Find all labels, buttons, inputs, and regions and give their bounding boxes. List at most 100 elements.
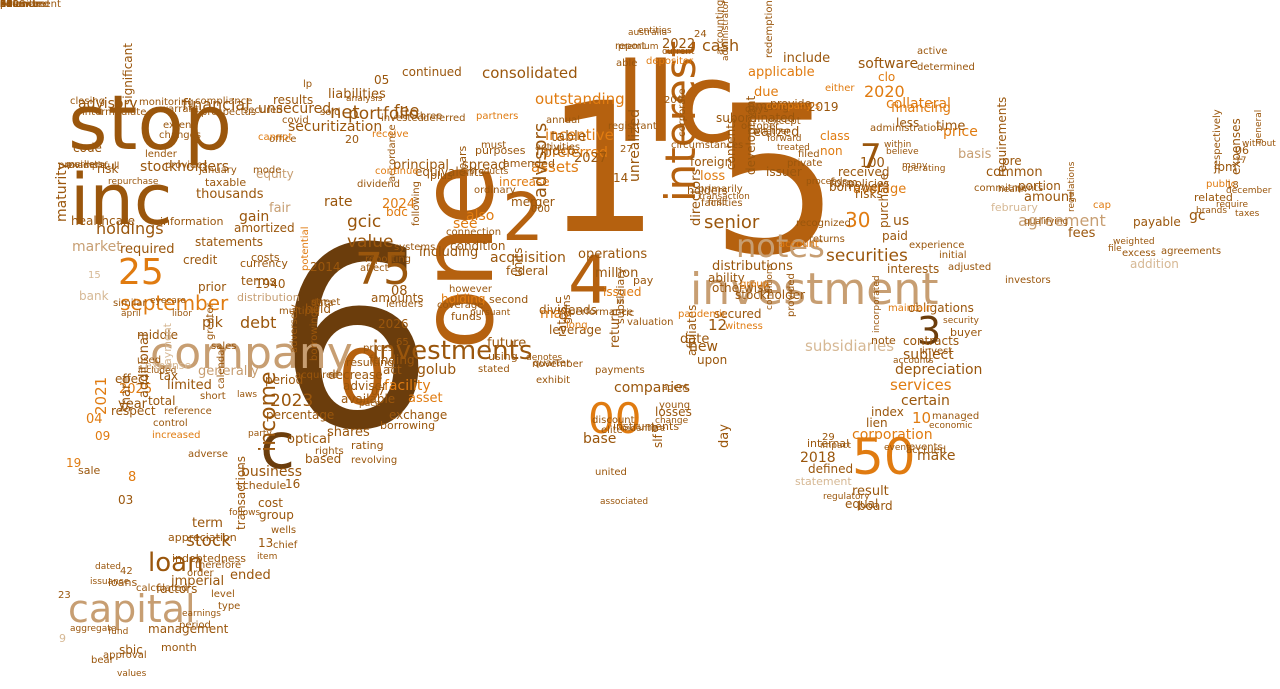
word: bdc xyxy=(386,205,408,219)
word: 26 xyxy=(0,0,13,10)
word: street xyxy=(311,297,341,308)
word: public xyxy=(1206,179,1237,190)
word: sbic xyxy=(119,643,143,657)
word: 3 xyxy=(917,309,942,353)
word: thousands xyxy=(196,187,264,202)
word: sale xyxy=(78,464,101,477)
word: analysis xyxy=(346,94,383,104)
word: holdings xyxy=(96,219,164,238)
word: bank xyxy=(79,289,109,303)
word: taxes xyxy=(1235,209,1260,219)
word: required xyxy=(120,242,175,257)
word: llc xyxy=(615,39,737,167)
word: investors xyxy=(1005,275,1051,286)
word: statement xyxy=(795,475,852,488)
word: administration xyxy=(870,123,943,134)
word: u xyxy=(555,293,562,306)
word: 500 xyxy=(0,0,20,10)
word: february xyxy=(991,201,1038,214)
word: 000 xyxy=(531,204,551,215)
word: order xyxy=(187,568,214,579)
word: significant xyxy=(121,43,135,105)
word: 09 xyxy=(95,429,111,443)
word: principal xyxy=(393,158,450,173)
word: 16 xyxy=(285,477,301,491)
word: 2014 xyxy=(310,260,341,274)
word: chief xyxy=(273,540,298,551)
word: 18 xyxy=(1226,180,1239,191)
word: generally xyxy=(198,364,259,379)
word: 14 xyxy=(613,171,629,185)
word: results xyxy=(273,93,314,107)
word: amended xyxy=(503,157,555,170)
word: unsecured xyxy=(258,101,332,117)
word: management xyxy=(148,622,229,636)
word: 10 xyxy=(912,409,932,427)
word: receive xyxy=(372,129,409,140)
word: rating xyxy=(351,439,384,452)
word: circumstances xyxy=(671,140,744,151)
word: based xyxy=(305,452,342,466)
word: control xyxy=(153,418,188,429)
word: investments xyxy=(372,336,533,366)
word: costs xyxy=(251,251,280,264)
word: paid xyxy=(882,229,908,243)
word: brands xyxy=(1196,206,1228,216)
word: experience xyxy=(909,240,965,251)
word: less xyxy=(896,116,920,130)
word: dividends xyxy=(539,303,597,317)
word: subsidiaries xyxy=(805,337,895,355)
word: expense xyxy=(145,359,192,372)
word: 2019 xyxy=(808,100,839,114)
word: first xyxy=(708,198,726,208)
word: issuance xyxy=(90,577,130,587)
word: funding xyxy=(369,353,415,367)
word: indebtedness xyxy=(172,552,247,565)
word: pace xyxy=(359,399,381,409)
word: 02 xyxy=(0,0,13,10)
word: pik xyxy=(202,315,223,331)
word: 2024 xyxy=(382,197,416,212)
word: providers xyxy=(58,160,105,171)
word: events xyxy=(909,442,943,453)
word: similar xyxy=(113,298,147,309)
word: sold xyxy=(320,107,341,118)
word: wells xyxy=(271,525,297,536)
word: gcic xyxy=(347,212,382,232)
word: however xyxy=(449,284,492,295)
word: 6 xyxy=(275,194,435,485)
word: 2022 xyxy=(662,37,696,52)
word: upon xyxy=(697,353,728,367)
word: loss xyxy=(700,169,726,184)
word: payments xyxy=(595,365,645,376)
word: contracts xyxy=(903,334,960,348)
word: 2027 xyxy=(574,151,608,166)
word: aggregate xyxy=(70,624,117,634)
word: rate xyxy=(324,194,353,210)
word: among xyxy=(748,99,790,113)
word: otherwise xyxy=(712,281,771,295)
word: period xyxy=(265,373,304,387)
word: certain xyxy=(901,393,950,409)
word: included xyxy=(138,366,177,376)
word: invested xyxy=(381,113,424,124)
word: issuer xyxy=(766,165,802,179)
word: day xyxy=(717,424,732,448)
word: redemption xyxy=(764,0,775,58)
word: 13 xyxy=(258,536,274,550)
word: item xyxy=(257,552,278,562)
word: filed xyxy=(798,149,820,160)
word: investment xyxy=(690,264,939,315)
word: future xyxy=(487,336,527,351)
word: coverage xyxy=(437,300,484,311)
word: code xyxy=(73,141,102,155)
word: december xyxy=(1226,186,1272,196)
word: 2025 xyxy=(119,382,153,397)
word: held xyxy=(305,302,331,316)
word: capital xyxy=(68,587,196,631)
word: received xyxy=(838,165,890,179)
word: stop xyxy=(68,78,233,167)
word: borrowing xyxy=(380,419,436,432)
word: warrant xyxy=(160,104,199,115)
